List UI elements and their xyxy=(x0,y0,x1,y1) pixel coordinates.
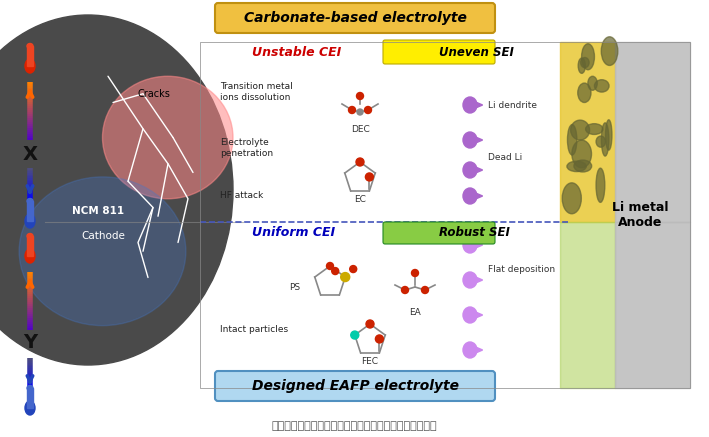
Text: Li metal
Anode: Li metal Anode xyxy=(612,201,669,229)
Ellipse shape xyxy=(356,158,364,166)
Ellipse shape xyxy=(463,307,477,323)
Bar xyxy=(27,201,33,221)
FancyBboxPatch shape xyxy=(383,40,495,64)
Ellipse shape xyxy=(562,183,581,214)
Text: Uneven SEI: Uneven SEI xyxy=(439,46,514,59)
Text: Electrolyte
penetration: Electrolyte penetration xyxy=(220,138,273,158)
Ellipse shape xyxy=(578,83,591,103)
Bar xyxy=(560,42,615,222)
Text: Dead Li: Dead Li xyxy=(488,153,523,163)
Ellipse shape xyxy=(341,273,350,281)
Ellipse shape xyxy=(19,177,186,326)
Text: HF attack: HF attack xyxy=(220,191,263,200)
Text: Carbonate-based electrolyte: Carbonate-based electrolyte xyxy=(244,11,467,25)
Ellipse shape xyxy=(357,109,363,115)
Ellipse shape xyxy=(351,331,359,339)
Text: 双功能电解液调控宽温域锂金属电池界面相的原理示意图: 双功能电解液调控宽温域锂金属电池界面相的原理示意图 xyxy=(271,421,437,431)
Bar xyxy=(27,388,33,408)
Ellipse shape xyxy=(605,120,612,150)
Ellipse shape xyxy=(574,160,591,172)
Ellipse shape xyxy=(463,162,477,178)
Polygon shape xyxy=(476,277,483,283)
Ellipse shape xyxy=(365,173,374,181)
Polygon shape xyxy=(476,193,483,199)
Bar xyxy=(615,42,690,222)
Text: PS: PS xyxy=(289,283,301,292)
FancyBboxPatch shape xyxy=(215,3,495,33)
Bar xyxy=(560,222,615,388)
Ellipse shape xyxy=(27,44,33,49)
FancyBboxPatch shape xyxy=(383,222,495,244)
Ellipse shape xyxy=(572,140,591,168)
FancyBboxPatch shape xyxy=(215,371,495,401)
Text: Y: Y xyxy=(23,333,37,353)
Text: DEC: DEC xyxy=(351,125,369,134)
Ellipse shape xyxy=(350,266,357,273)
Ellipse shape xyxy=(25,249,35,263)
Polygon shape xyxy=(476,242,483,248)
Text: Li dendrite: Li dendrite xyxy=(488,101,537,110)
Text: EC: EC xyxy=(354,195,366,204)
Ellipse shape xyxy=(0,15,233,365)
Ellipse shape xyxy=(567,161,586,172)
Ellipse shape xyxy=(366,320,374,328)
Bar xyxy=(615,222,690,388)
Text: X: X xyxy=(23,146,38,164)
Polygon shape xyxy=(476,347,483,353)
Text: Cathode: Cathode xyxy=(81,231,125,241)
Bar xyxy=(27,236,33,256)
Ellipse shape xyxy=(567,125,577,155)
Text: Flat deposition: Flat deposition xyxy=(488,266,555,274)
Ellipse shape xyxy=(27,198,33,204)
Ellipse shape xyxy=(571,120,590,140)
Polygon shape xyxy=(476,102,483,108)
Text: Uniform CEI: Uniform CEI xyxy=(252,225,335,239)
Ellipse shape xyxy=(594,80,609,92)
Ellipse shape xyxy=(596,168,605,202)
Ellipse shape xyxy=(463,237,477,253)
Polygon shape xyxy=(476,137,483,143)
Text: NCM 811: NCM 811 xyxy=(72,206,124,216)
Ellipse shape xyxy=(327,263,333,270)
Text: Designed EAFP electrolyte: Designed EAFP electrolyte xyxy=(252,379,459,393)
Ellipse shape xyxy=(596,136,605,147)
Ellipse shape xyxy=(411,270,418,277)
Ellipse shape xyxy=(332,267,339,274)
Ellipse shape xyxy=(463,272,477,288)
Ellipse shape xyxy=(364,107,372,114)
Ellipse shape xyxy=(27,233,33,239)
Text: Cracks: Cracks xyxy=(138,89,171,99)
Ellipse shape xyxy=(588,76,597,90)
Ellipse shape xyxy=(463,97,477,113)
Ellipse shape xyxy=(25,401,35,415)
Text: Unstable CEI: Unstable CEI xyxy=(252,45,341,59)
Ellipse shape xyxy=(375,335,384,343)
Ellipse shape xyxy=(581,58,589,68)
Ellipse shape xyxy=(463,132,477,148)
Text: Robust SEI: Robust SEI xyxy=(439,226,510,239)
Ellipse shape xyxy=(601,123,609,156)
Ellipse shape xyxy=(578,58,586,73)
Ellipse shape xyxy=(103,76,233,199)
Bar xyxy=(200,42,690,388)
Ellipse shape xyxy=(421,287,428,294)
Ellipse shape xyxy=(401,287,408,294)
Ellipse shape xyxy=(25,59,35,73)
Ellipse shape xyxy=(357,93,364,100)
Ellipse shape xyxy=(601,37,618,66)
Ellipse shape xyxy=(586,124,603,135)
Bar xyxy=(27,46,33,66)
Text: Intact particles: Intact particles xyxy=(220,326,288,334)
Ellipse shape xyxy=(27,385,33,391)
Text: FEC: FEC xyxy=(362,357,379,366)
Ellipse shape xyxy=(25,214,35,228)
Ellipse shape xyxy=(463,188,477,204)
Text: Transition metal
ions dissolution: Transition metal ions dissolution xyxy=(220,82,293,102)
Polygon shape xyxy=(476,167,483,173)
Ellipse shape xyxy=(463,342,477,358)
Ellipse shape xyxy=(349,107,355,114)
Polygon shape xyxy=(476,312,483,318)
Text: EA: EA xyxy=(409,308,421,317)
Ellipse shape xyxy=(581,44,594,70)
